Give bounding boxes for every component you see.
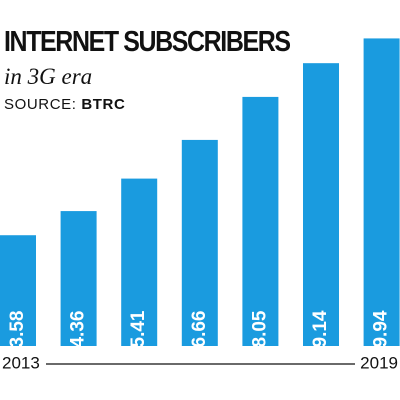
bar-2014 [60,211,97,346]
bar-2015 [121,178,158,346]
bar-2018 [303,63,339,346]
source-line: SOURCE: BTRC [4,96,125,113]
bar-value-label: 8.05 [249,310,270,347]
bar-value-label: 6.66 [189,311,210,348]
bar-value-label: 9.14 [310,310,331,347]
bar-value-label: 4.36 [68,311,89,348]
bar-value-label: 5.41 [128,310,149,347]
source-value: BTRC [81,96,126,113]
chart-subtitle: in 3G era [4,64,93,89]
source-label: SOURCE: [4,96,77,113]
bar-2016 [181,139,218,346]
bar-2019 [363,38,400,347]
bar-2013 [0,235,36,346]
chart-title: INTERNET SUBSCRIBERS [4,26,291,58]
x-tick-label-start: 2013 [2,353,40,372]
bar-value-label: 3.58 [7,311,28,348]
x-tick-label-end: 2019 [360,353,398,372]
bar-2017 [242,96,279,346]
bar-value-label: 9.94 [371,310,392,347]
